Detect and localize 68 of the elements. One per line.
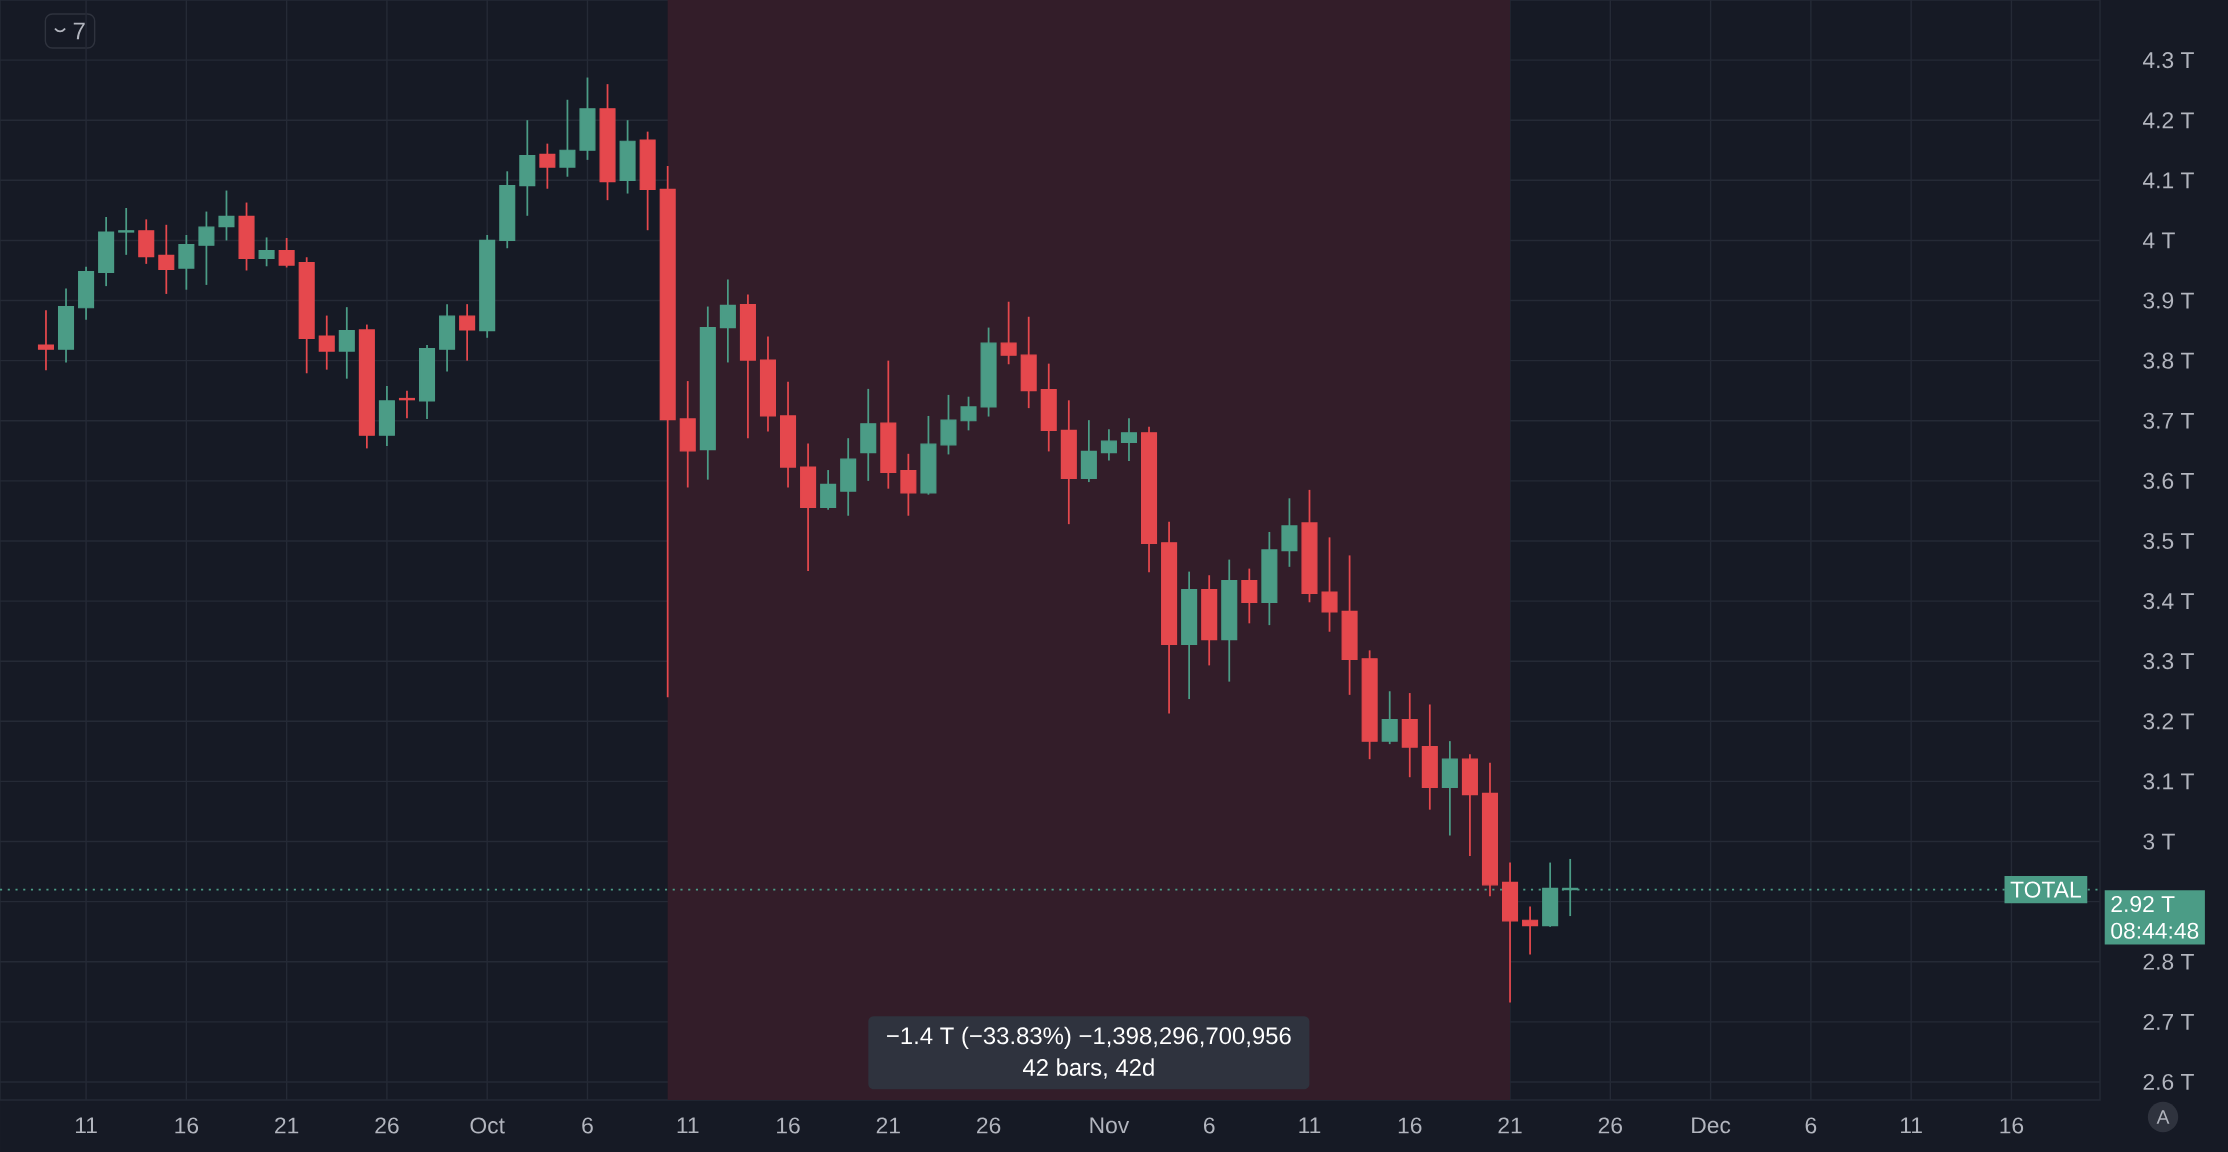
x-tick-label: 16 (2000, 1117, 2024, 1134)
candlestick (559, 98, 576, 178)
y-tick-label: 3 T (2143, 833, 2175, 850)
y-tick-label: 4.2 T (2142, 112, 2194, 129)
candlestick (820, 469, 837, 511)
candlestick (1381, 690, 1398, 746)
candlestick (118, 207, 135, 256)
candlestick (960, 395, 977, 432)
y-tick-label: 4.1 T (2142, 172, 2194, 189)
y-tick-label: 3.9 T (2143, 292, 2194, 309)
text: 08:44:48 (2111, 922, 2199, 939)
x-tick-label: 26 (977, 1117, 1001, 1134)
y-tick-label: 3.1 T (2143, 773, 2194, 790)
x-tick-label: 21 (1498, 1117, 1522, 1134)
x-tick-label: 11 (1299, 1117, 1321, 1134)
candlestick (1120, 417, 1138, 462)
candlestick (218, 189, 235, 242)
x-tick-label: Nov (1090, 1117, 1130, 1134)
candlestick (459, 303, 476, 362)
x-tick-label: 26 (375, 1117, 399, 1134)
x-tick-label: 26 (1598, 1117, 1622, 1134)
x-tick-label: 16 (175, 1117, 199, 1134)
x-tick-label: 11 (1901, 1117, 1922, 1134)
y-tick-label: 4 T (2142, 232, 2175, 249)
candlestick (900, 452, 917, 517)
x-tick-label: 21 (876, 1117, 900, 1134)
x-tick-label: 16 (777, 1117, 800, 1134)
x-tick-label: 11 (75, 1117, 97, 1134)
x-tick-label: 16 (1398, 1117, 1422, 1134)
candlestick (318, 314, 335, 371)
y-tick-label: 3.2 T (2143, 713, 2194, 730)
y-tick-label: 3.3 T (2143, 653, 2194, 670)
y-tick-label: 2.6 T (2143, 1073, 2194, 1091)
y-tick-label: 2.7 T (2143, 1013, 2194, 1030)
candlestick (1241, 567, 1258, 625)
x-tick-label: Dec (1692, 1117, 1731, 1134)
y-tick-label: 3.6 T (2143, 472, 2194, 489)
x-tick-label: Oct (470, 1117, 505, 1134)
candlestick (539, 142, 556, 190)
ref-line-label: TOTAL (2010, 881, 2081, 898)
candlestick (1000, 300, 1017, 366)
candlestick (37, 309, 55, 372)
y-tick-label: 3.8 T (2143, 352, 2194, 369)
candlestick (258, 236, 275, 268)
y-tick-label: 3.5 T (2143, 532, 2194, 550)
text: 2.92 T (2111, 895, 2175, 913)
y-tick-label: 3.4 T (2143, 593, 2194, 610)
candlestick (1321, 536, 1338, 633)
y-tick-label: 2.8 T (2143, 953, 2194, 970)
x-tick-label: 6 (582, 1117, 593, 1134)
candlestick (278, 237, 295, 269)
text: A (2156, 1110, 2170, 1124)
candlestick (338, 306, 355, 380)
x-tick-label: 6 (1805, 1117, 1817, 1134)
y-tick-label: 3.7 T (2143, 412, 2194, 429)
candlestick (198, 210, 215, 286)
candlestick (719, 278, 736, 364)
annotation: 7 (73, 22, 85, 40)
annotation: 42 bars, 42d (1022, 1058, 1154, 1079)
annotation: −1.4 T (−33.83%) −1,398,296,700,956 (887, 1026, 1291, 1050)
x-tick-label: 21 (275, 1117, 299, 1134)
x-tick-label: 11 (677, 1117, 699, 1134)
candlestick (1100, 428, 1117, 462)
candlestick (158, 223, 175, 295)
candlestick (178, 234, 195, 291)
x-tick-label: 6 (1204, 1117, 1215, 1134)
candlestick (1522, 905, 1539, 956)
y-tick-label: 4.3 T (2142, 52, 2194, 69)
